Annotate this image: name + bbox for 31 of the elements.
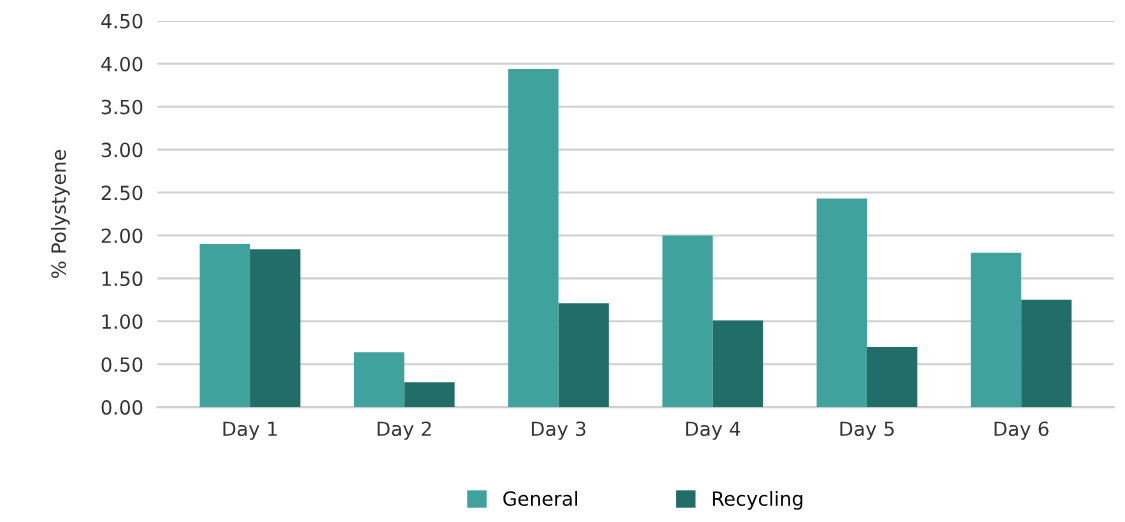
bar	[662, 235, 713, 408]
bar	[508, 68, 559, 408]
y-tick-label: 1.00	[102, 314, 143, 329]
y-tick-label: 3.50	[101, 99, 143, 115]
bar	[558, 303, 609, 408]
y-tick-label: 2.50	[101, 185, 143, 201]
y-tick-label: 1.50	[102, 271, 143, 287]
legend-label: General	[503, 490, 578, 506]
y-tick-label: 4.50	[101, 13, 143, 29]
x-tick-label: Day 2	[377, 421, 431, 440]
y-tick-label: 3.00	[101, 142, 143, 158]
y-axis-title: % Polystyene	[50, 150, 70, 278]
x-tick-label: Day 5	[840, 421, 894, 440]
x-tick-label: Day 4	[686, 421, 741, 440]
bar	[712, 320, 764, 408]
y-tick-label: 0.00	[101, 400, 143, 415]
x-tick-label: Day 1	[223, 421, 277, 440]
bar	[353, 352, 405, 408]
x-tick-label: Day 6	[994, 421, 1049, 440]
bar	[816, 198, 867, 408]
bar	[404, 382, 455, 408]
bar	[1021, 299, 1072, 408]
legend-label: Recycling	[712, 490, 803, 510]
bar	[970, 252, 1022, 408]
y-tick-label: 2.00	[101, 228, 143, 244]
x-tick-label: Day 3	[531, 421, 586, 440]
bar	[250, 249, 301, 408]
y-tick-label: 4.00	[101, 56, 143, 72]
y-tick-label: 0.50	[101, 357, 143, 372]
bar	[199, 244, 251, 408]
bar	[866, 347, 918, 408]
